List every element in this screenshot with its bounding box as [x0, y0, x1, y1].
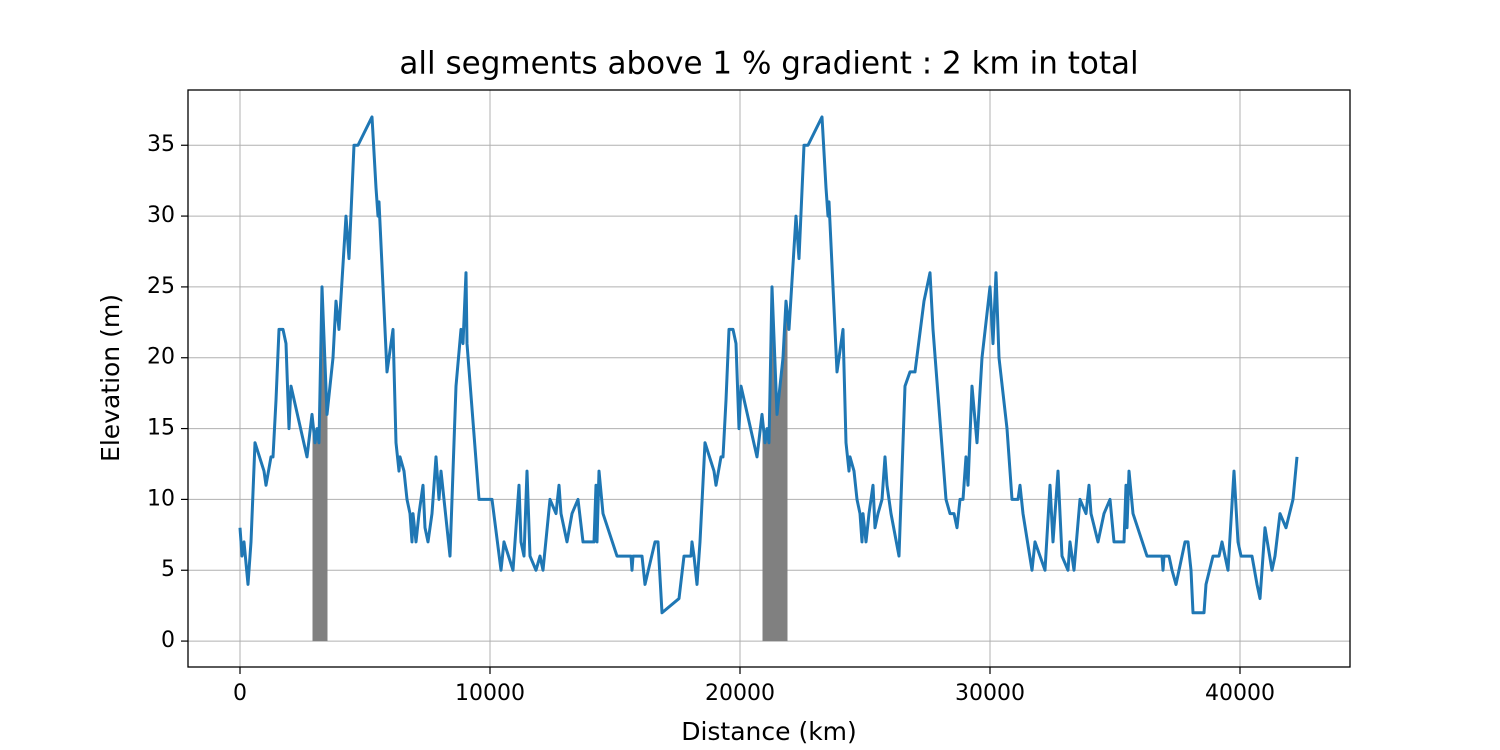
y-tick-label: 5 — [161, 557, 175, 582]
x-axis-label: Distance (km) — [681, 717, 857, 746]
y-tick-label: 0 — [161, 628, 175, 653]
x-tick-label: 40000 — [1205, 681, 1275, 706]
x-tick-label: 10000 — [455, 681, 525, 706]
y-tick-label: 25 — [147, 274, 175, 299]
y-tick-label: 35 — [147, 132, 175, 157]
y-tick-label: 15 — [147, 416, 175, 441]
x-tick-label: 20000 — [705, 681, 775, 706]
y-tick-label: 20 — [147, 345, 175, 370]
y-tick-label: 10 — [147, 486, 175, 511]
plot-area — [238, 115, 1299, 642]
line — [238, 115, 1299, 615]
y-axis-label: Elevation (m) — [96, 294, 125, 462]
axes-frame — [187, 89, 1351, 668]
y-tick-label: 30 — [147, 203, 175, 228]
chart-title: all segments above 1 % gradient : 2 km i… — [399, 46, 1138, 82]
x-tick-label: 0 — [233, 681, 247, 706]
highlight-area — [312, 286, 328, 642]
x-tick-label: 30000 — [955, 681, 1025, 706]
